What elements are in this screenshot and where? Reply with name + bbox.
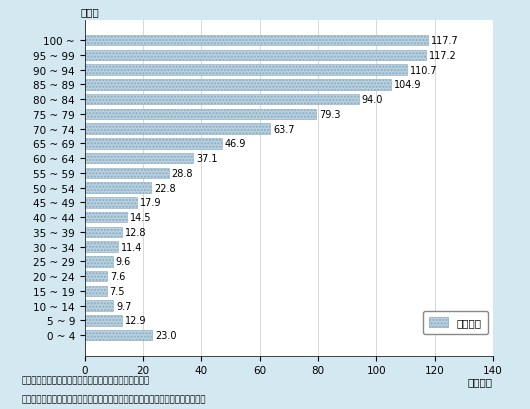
Bar <box>85 330 152 341</box>
Text: 7.5: 7.5 <box>110 286 125 296</box>
Text: 117.7: 117.7 <box>431 36 458 46</box>
Bar <box>85 198 137 208</box>
Text: 37.1: 37.1 <box>196 154 217 164</box>
Text: 22.8: 22.8 <box>154 183 176 193</box>
Bar <box>85 212 127 223</box>
Text: 110.7: 110.7 <box>410 65 438 75</box>
Bar <box>85 124 270 135</box>
Legend: 医療費計: 医療費計 <box>423 311 488 334</box>
Text: （注）医療費計とは、平成２７年４月～平成２８年３月診療分の医療費のこと。: （注）医療費計とは、平成２７年４月～平成２８年３月診療分の医療費のこと。 <box>21 395 206 404</box>
Text: （歳）: （歳） <box>81 7 100 17</box>
Text: （万円）: （万円） <box>468 377 493 387</box>
Text: 63.7: 63.7 <box>273 124 295 134</box>
Bar <box>85 271 107 282</box>
Text: 104.9: 104.9 <box>393 80 421 90</box>
Bar <box>85 153 193 164</box>
Bar <box>85 242 118 252</box>
Text: 28.8: 28.8 <box>172 169 193 178</box>
Text: 出典：厕生労働省保険局「医療保険に関する基礎資料」: 出典：厕生労働省保険局「医療保険に関する基礎資料」 <box>21 375 149 384</box>
Text: 14.5: 14.5 <box>130 213 152 222</box>
Bar <box>85 65 408 76</box>
Bar <box>85 183 151 193</box>
Bar <box>85 50 427 61</box>
Text: 12.8: 12.8 <box>125 227 146 237</box>
Text: 46.9: 46.9 <box>224 139 246 149</box>
Text: 11.4: 11.4 <box>121 242 143 252</box>
Bar <box>85 315 122 326</box>
Text: 17.9: 17.9 <box>140 198 162 208</box>
Text: 94.0: 94.0 <box>361 95 383 105</box>
Bar <box>85 301 113 311</box>
Bar <box>85 80 391 90</box>
Bar <box>85 36 428 46</box>
Text: 12.9: 12.9 <box>125 316 147 326</box>
Bar <box>85 168 169 179</box>
Bar <box>85 227 122 238</box>
Text: 7.6: 7.6 <box>110 272 125 281</box>
Bar <box>85 109 316 120</box>
Text: 79.3: 79.3 <box>319 110 340 119</box>
Bar <box>85 139 222 149</box>
Bar <box>85 286 107 297</box>
Text: 9.7: 9.7 <box>116 301 131 311</box>
Bar <box>85 94 359 105</box>
Text: 117.2: 117.2 <box>429 51 457 61</box>
Text: 9.6: 9.6 <box>116 257 131 267</box>
Bar <box>85 256 113 267</box>
Text: 23.0: 23.0 <box>155 330 176 340</box>
